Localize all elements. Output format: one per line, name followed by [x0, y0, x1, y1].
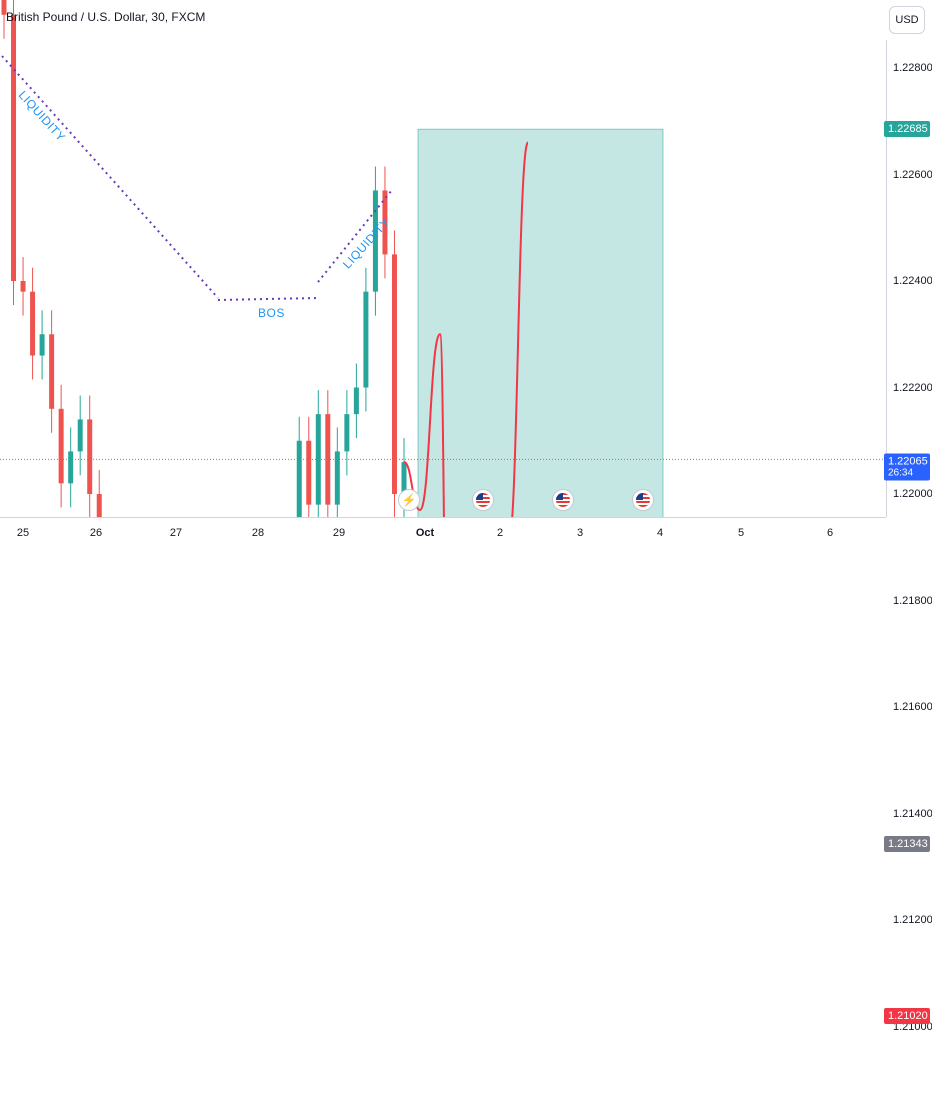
date-label: 28: [251, 527, 265, 539]
projection-path: [403, 141, 529, 517]
date-label: 4: [656, 527, 664, 539]
chart-plot[interactable]: [0, 0, 886, 517]
last-price-value: 1.22065: [888, 455, 928, 468]
date-label: 2: [496, 527, 504, 539]
price-tick: 1.22600: [893, 168, 932, 181]
candle-body: [382, 190, 388, 255]
candle-body: [325, 414, 331, 505]
candle-body: [68, 451, 74, 484]
candle-body: [363, 291, 369, 388]
price-tick: 1.22800: [893, 62, 932, 74]
date-label: 25: [16, 527, 30, 539]
price-tick: 1.22200: [893, 381, 932, 394]
price-tick: 1.22400: [893, 275, 932, 287]
price-tick: 1.21400: [893, 807, 932, 820]
candle-body: [96, 494, 102, 517]
date-label: 3: [576, 527, 584, 539]
us-flag-icon[interactable]: [552, 489, 574, 511]
candle-body: [401, 462, 407, 494]
candle-body: [353, 387, 359, 415]
candle-body: [372, 190, 378, 292]
date-label: 6: [826, 527, 834, 539]
entry-price-label: 1.21343: [884, 835, 930, 852]
candle-body: [39, 334, 45, 356]
candle-body: [87, 419, 93, 494]
price-tick: 1.21200: [893, 914, 932, 926]
profit-zone: [417, 128, 664, 517]
lightning-icon[interactable]: ⚡: [398, 489, 420, 511]
candle-body: [1, 0, 7, 15]
liquidity-trendline-left: [1, 55, 219, 299]
date-label: Oct: [415, 527, 435, 539]
candle-body: [296, 440, 302, 517]
candle-body: [334, 451, 340, 505]
bar-countdown: 26:34: [888, 467, 914, 479]
liquidity-trendline-right: [317, 189, 393, 283]
chart-title: British Pound / U.S. Dollar, 30, FXCM: [6, 10, 206, 24]
currency-button[interactable]: USD: [889, 6, 925, 34]
candle-body: [391, 254, 397, 494]
candle-body: [77, 419, 83, 452]
bos-label: BOS: [258, 306, 285, 320]
candle-body: [344, 414, 350, 452]
price-tick: 1.22000: [893, 488, 932, 500]
us-flag-icon[interactable]: [632, 489, 654, 511]
date-label: 29: [332, 527, 346, 539]
candle-body: [315, 414, 321, 505]
date-label: 5: [737, 527, 745, 539]
take-profit-label: 1.22685: [884, 121, 930, 138]
last-price-label: 1.22065 26:34: [884, 453, 930, 481]
candle-body: [306, 440, 312, 505]
candle-body: [30, 291, 36, 356]
price-scale[interactable]: [886, 40, 932, 517]
candle-body: [58, 408, 64, 484]
price-tick: 1.21800: [893, 594, 932, 607]
date-label: 26: [89, 527, 103, 539]
price-tick: 1.21600: [893, 701, 932, 713]
us-flag-icon[interactable]: [472, 489, 494, 511]
candle-body: [20, 281, 26, 292]
bos-line: [217, 297, 319, 301]
time-axis[interactable]: [0, 517, 886, 551]
candle-body: [49, 334, 55, 409]
candle-body: [11, 14, 17, 281]
stop-loss-label: 1.21020: [884, 1007, 930, 1024]
date-label: 27: [169, 527, 183, 539]
